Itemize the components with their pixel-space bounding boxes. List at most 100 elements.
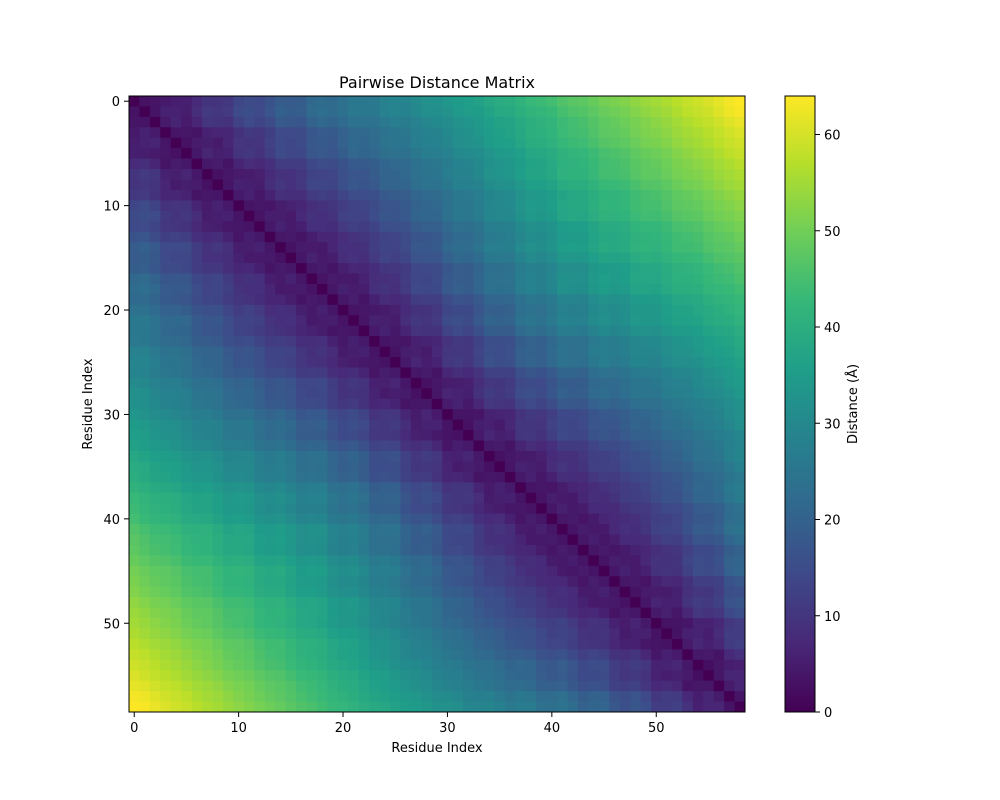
heatmap-cell [630, 325, 641, 337]
heatmap-cell [160, 189, 172, 201]
heatmap-cell [703, 388, 715, 400]
heatmap-cell [358, 96, 370, 107]
heatmap-cell [546, 189, 558, 201]
heatmap-cell [651, 315, 662, 327]
heatmap-cell [233, 450, 245, 462]
heatmap-cell [222, 263, 234, 274]
heatmap-cell [390, 492, 401, 504]
heatmap-cell [181, 544, 193, 556]
heatmap-cell [379, 409, 391, 421]
heatmap-cell [442, 409, 454, 421]
heatmap-cell [431, 367, 443, 379]
heatmap-cell [515, 377, 527, 389]
heatmap-cell [379, 377, 391, 389]
heatmap-cell [713, 336, 725, 347]
heatmap-cell [181, 210, 193, 222]
heatmap-cell [358, 534, 370, 546]
heatmap-cell [536, 367, 548, 379]
heatmap-cell [515, 304, 527, 316]
heatmap-cell [264, 555, 276, 567]
heatmap-cell [463, 158, 474, 170]
heatmap-cell [651, 189, 662, 201]
heatmap-cell [609, 586, 621, 598]
heatmap-cell [348, 263, 360, 274]
heatmap-cell [588, 336, 600, 347]
heatmap-cell [577, 304, 589, 316]
heatmap-cell [327, 555, 339, 567]
heatmap-cell [671, 221, 683, 233]
heatmap-cell [546, 398, 558, 410]
heatmap-cell [191, 544, 203, 556]
heatmap-cell [390, 336, 401, 347]
heatmap-cell [692, 482, 704, 494]
heatmap-cell [640, 670, 652, 682]
heatmap-cell [327, 148, 339, 160]
heatmap-cell [494, 492, 506, 504]
heatmap-cell [212, 430, 224, 441]
heatmap-cell [191, 461, 203, 473]
heatmap-cell [233, 670, 245, 682]
heatmap-cell [390, 304, 401, 316]
heatmap-cell [264, 367, 276, 379]
heatmap-cell [212, 294, 224, 306]
heatmap-cell [442, 315, 454, 327]
heatmap-cell [410, 96, 422, 107]
heatmap-cell [337, 357, 349, 368]
heatmap-cell [515, 336, 527, 347]
heatmap-cell [619, 106, 631, 118]
heatmap-cell [494, 701, 506, 713]
heatmap-cell [285, 137, 297, 149]
heatmap-cell [358, 471, 370, 483]
heatmap-cell [149, 148, 161, 160]
heatmap-cell [504, 649, 516, 661]
heatmap-cell [212, 597, 224, 608]
heatmap-cell [525, 148, 537, 160]
heatmap-cell [463, 252, 474, 264]
heatmap-cell [682, 670, 694, 682]
chart-title: Pairwise Distance Matrix [339, 73, 535, 92]
heatmap-cell [515, 294, 527, 306]
heatmap-cell [703, 127, 715, 139]
heatmap-cell [515, 398, 527, 410]
heatmap-cell [254, 242, 266, 254]
heatmap-cell [181, 461, 193, 473]
heatmap-cell [400, 670, 412, 682]
heatmap-cell [139, 440, 151, 452]
heatmap-cell [483, 252, 495, 264]
heatmap-cell [515, 158, 527, 170]
heatmap-cell [703, 221, 715, 233]
heatmap-cell [651, 252, 662, 264]
heatmap-cell [692, 158, 704, 170]
heatmap-cell [515, 283, 527, 295]
heatmap-cell [588, 304, 600, 316]
heatmap-cell [243, 638, 255, 650]
heatmap-cell [369, 430, 380, 441]
heatmap-cell [149, 273, 161, 285]
heatmap-cell [421, 304, 433, 316]
heatmap-cell [149, 315, 161, 327]
heatmap-cell [577, 492, 589, 504]
heatmap-cell [682, 357, 694, 368]
heatmap-cell [410, 471, 422, 483]
heatmap-cell [609, 377, 621, 389]
heatmap-cell [724, 158, 735, 170]
heatmap-cell [170, 492, 182, 504]
heatmap-cell [598, 597, 610, 608]
heatmap-cell [588, 670, 600, 682]
heatmap-cell [369, 137, 380, 149]
heatmap-cell [661, 680, 673, 692]
heatmap-cell [149, 659, 161, 671]
heatmap-cell [202, 576, 213, 588]
heatmap-cell [222, 409, 234, 421]
heatmap-cell [369, 628, 380, 640]
heatmap-cell [713, 388, 725, 400]
heatmap-cell [222, 116, 234, 128]
heatmap-cell [337, 471, 349, 483]
heatmap-cell [160, 116, 172, 128]
heatmap-cell [682, 701, 694, 713]
heatmap-cell [546, 367, 558, 379]
heatmap-cell [316, 346, 328, 358]
heatmap-cell [160, 555, 172, 567]
